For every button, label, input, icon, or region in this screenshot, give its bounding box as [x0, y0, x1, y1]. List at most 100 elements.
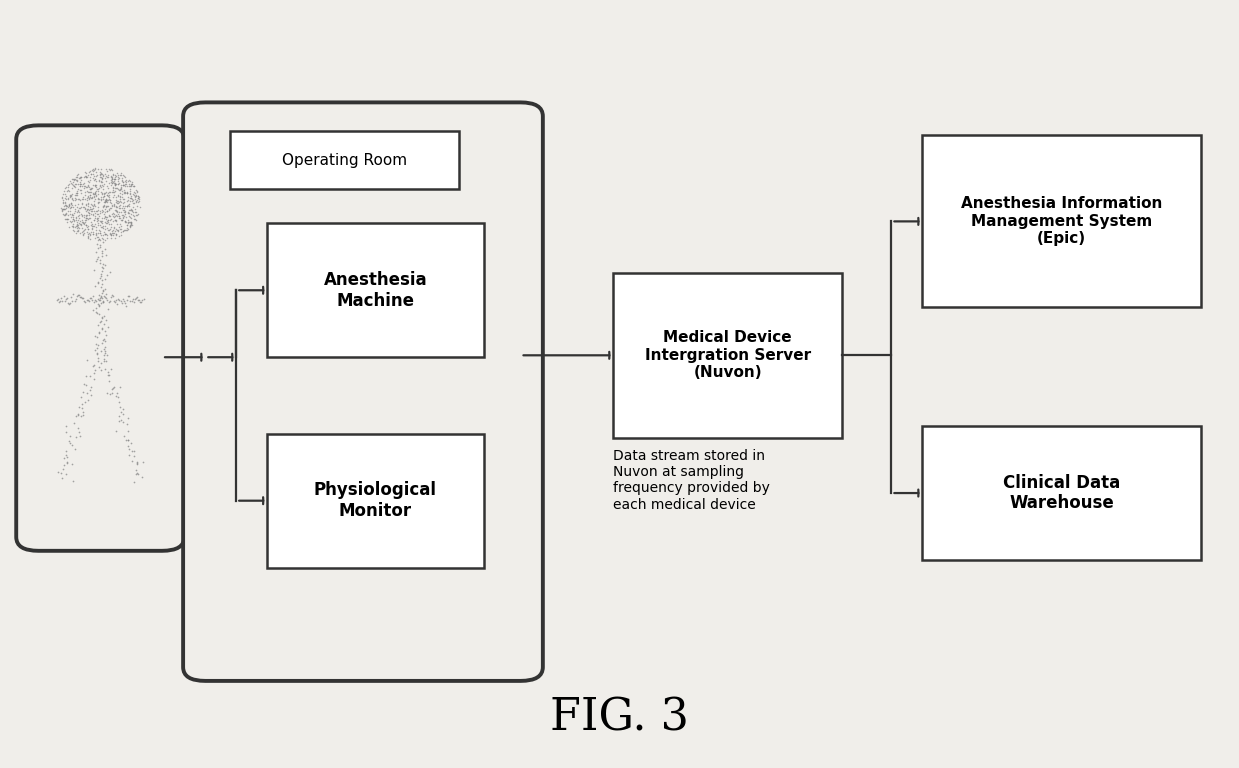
- Point: [78, 220, 98, 232]
- Point: [83, 187, 103, 200]
- Point: [126, 190, 146, 202]
- Point: [89, 175, 109, 187]
- Point: [99, 186, 119, 198]
- Point: [53, 209, 73, 221]
- Point: [115, 207, 135, 220]
- Point: [120, 188, 140, 200]
- Point: [119, 449, 139, 462]
- Point: [74, 223, 94, 236]
- Point: [79, 207, 99, 220]
- Point: [85, 221, 105, 233]
- Point: [76, 167, 95, 179]
- Point: [88, 185, 108, 197]
- Point: [64, 180, 84, 192]
- Point: [99, 224, 119, 237]
- Point: [87, 205, 107, 217]
- Point: [120, 175, 140, 187]
- Point: [105, 178, 125, 190]
- Point: [57, 457, 77, 469]
- Point: [124, 197, 144, 210]
- Point: [79, 176, 99, 188]
- Point: [52, 472, 72, 484]
- Point: [73, 225, 93, 237]
- Point: [57, 184, 77, 197]
- Point: [64, 295, 84, 307]
- Point: [93, 265, 113, 277]
- Point: [124, 186, 144, 198]
- Point: [81, 200, 100, 213]
- Point: [69, 209, 89, 221]
- Point: [109, 212, 129, 224]
- Point: [118, 187, 138, 200]
- Point: [57, 200, 77, 212]
- Point: [78, 223, 98, 235]
- Point: [73, 229, 93, 241]
- Point: [108, 168, 128, 180]
- Point: [78, 206, 98, 218]
- Point: [88, 319, 108, 331]
- Point: [128, 458, 147, 471]
- Point: [102, 213, 121, 225]
- Point: [78, 179, 98, 191]
- Point: [68, 422, 88, 435]
- Point: [92, 221, 112, 233]
- Point: [55, 458, 74, 471]
- Point: [89, 181, 109, 194]
- Point: [62, 200, 82, 213]
- Point: [59, 208, 79, 220]
- Point: [108, 175, 128, 187]
- Point: [104, 186, 124, 198]
- Point: [94, 220, 114, 232]
- Point: [113, 209, 133, 221]
- Point: [67, 227, 87, 239]
- Point: [104, 221, 124, 233]
- Point: [94, 178, 114, 190]
- Point: [84, 194, 104, 207]
- Point: [68, 204, 88, 217]
- Point: [114, 429, 134, 442]
- Point: [73, 406, 93, 419]
- Point: [84, 232, 104, 244]
- Point: [113, 403, 133, 415]
- Point: [125, 203, 145, 215]
- Point: [93, 206, 113, 218]
- Point: [68, 225, 88, 237]
- Point: [103, 191, 123, 204]
- Point: [81, 227, 100, 239]
- Point: [82, 191, 102, 204]
- Point: [61, 198, 81, 210]
- Point: [88, 242, 108, 254]
- Point: [105, 173, 125, 185]
- Point: [56, 293, 76, 306]
- Point: [63, 288, 83, 300]
- Point: [112, 167, 131, 180]
- Point: [83, 228, 103, 240]
- Point: [53, 194, 73, 207]
- Point: [90, 281, 110, 293]
- Point: [113, 293, 133, 305]
- Point: [78, 226, 98, 238]
- Point: [110, 295, 130, 307]
- Point: [112, 229, 131, 241]
- Point: [109, 202, 129, 214]
- Point: [67, 206, 87, 218]
- Point: [88, 339, 108, 352]
- Point: [120, 191, 140, 204]
- Point: [104, 200, 124, 212]
- Point: [107, 209, 126, 221]
- Point: [81, 203, 100, 215]
- Point: [83, 222, 103, 234]
- Point: [77, 180, 97, 193]
- Point: [74, 193, 94, 205]
- Point: [84, 200, 104, 212]
- Point: [61, 202, 81, 214]
- Point: [98, 217, 118, 230]
- Point: [97, 194, 116, 207]
- Point: [121, 212, 141, 224]
- Point: [100, 227, 120, 239]
- Point: [48, 293, 68, 305]
- Point: [121, 178, 141, 190]
- Point: [79, 166, 99, 178]
- Point: [74, 170, 94, 182]
- Point: [58, 193, 78, 205]
